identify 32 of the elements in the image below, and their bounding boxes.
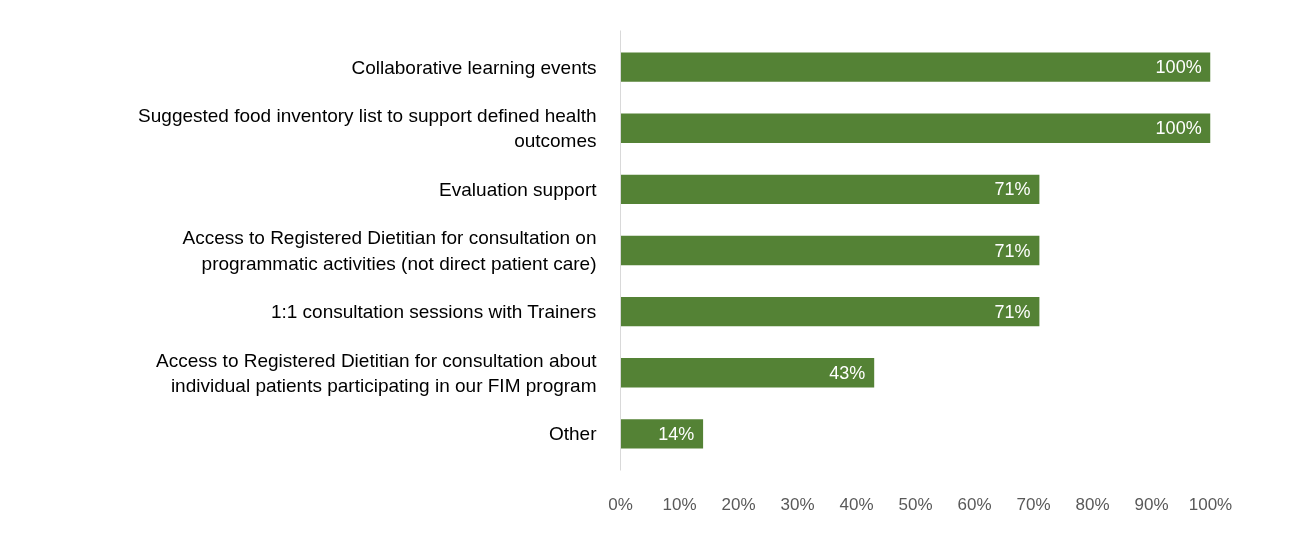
- x-tick-label: 80%: [1075, 494, 1110, 514]
- data-label: 71%: [994, 301, 1031, 322]
- data-label: 100%: [1155, 57, 1202, 78]
- x-tick-label: 10%: [662, 494, 697, 514]
- y-tick-label: Suggested food inventory list to support defined health outcomes: [138, 105, 597, 152]
- x-tick-label: 100%: [1188, 494, 1233, 514]
- x-tick-label: 60%: [957, 494, 992, 514]
- y-tick-label: Collaborative learning events: [351, 56, 597, 78]
- bar: [620, 52, 1211, 82]
- x-tick-label: 30%: [780, 494, 815, 514]
- x-tick-label: 40%: [839, 494, 874, 514]
- data-label: 43%: [829, 362, 866, 383]
- data-label: 100%: [1155, 118, 1202, 139]
- x-tick-label: 50%: [898, 494, 933, 514]
- y-tick-label: Access to Registered Dietitian for consultation on programmatic activities (not direct patient care): [182, 227, 597, 274]
- bar: [620, 419, 704, 449]
- data-label: 71%: [994, 179, 1031, 200]
- x-tick-label: 70%: [1016, 494, 1051, 514]
- y-tick-label: Access to Registered Dietitian for consultation about individual patients participating in our FIM program: [156, 349, 598, 396]
- bar: [620, 113, 1211, 143]
- x-tick-label: 0%: [608, 494, 633, 514]
- data-label: 71%: [994, 240, 1031, 261]
- bar: [620, 174, 1040, 205]
- bar: [620, 235, 1040, 266]
- y-tick-label: 1:1 consultation sessions with Trainers: [270, 301, 597, 323]
- x-tick-label: 20%: [721, 494, 756, 514]
- y-tick-label: Evaluation support: [439, 178, 598, 200]
- x-tick-label: 90%: [1134, 494, 1169, 514]
- y-tick-label: Other: [548, 423, 598, 445]
- bar: [620, 296, 1040, 327]
- data-label: 14%: [658, 423, 695, 444]
- bar: [620, 358, 875, 388]
